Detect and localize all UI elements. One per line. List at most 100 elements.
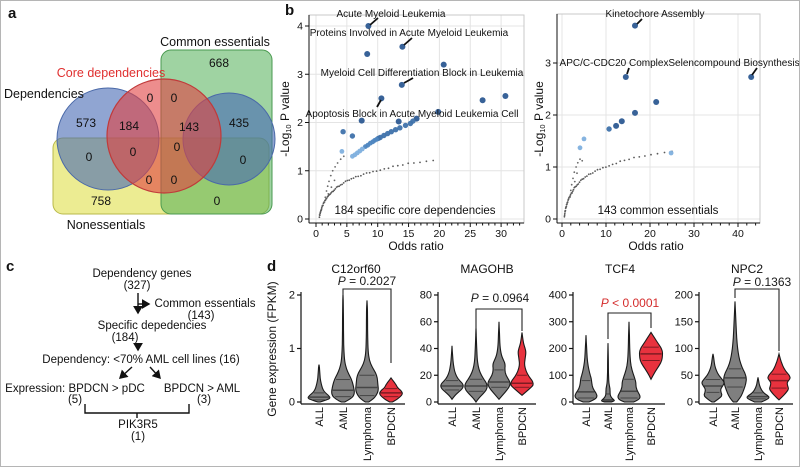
scatter-left: 0 5 10 15 20 25 30 0 1 2 3 4 -Log10 P value Odds rati…	[278, 9, 525, 253]
tick-label: 0	[559, 228, 565, 240]
background-point	[569, 189, 572, 192]
violin-plot-TCF4: 0 100 200 300 400 TCF4 P < 0.0001 ALL AML Lymphom…	[549, 262, 665, 461]
tick-label: 10	[372, 228, 384, 240]
violin-ALL	[307, 364, 331, 403]
background-point	[572, 188, 575, 191]
data-point	[395, 118, 402, 125]
venn-core-dependencies-shape	[106, 78, 222, 194]
x-axis-label: Odds ratio	[388, 239, 444, 253]
background-point	[365, 172, 368, 174]
tick-label: 2	[545, 110, 551, 122]
background-point	[396, 164, 399, 167]
background-point	[372, 170, 374, 173]
annotation-arrow	[403, 37, 413, 46]
annotation-label: Proteins Involved in Acute Myeloid Leuke…	[310, 28, 509, 39]
background-point	[331, 169, 334, 172]
data-point	[378, 95, 385, 102]
tick-label: 20	[644, 228, 656, 240]
flow-expression-bpdcn-pdc: Expression: BPDCN > pDC	[5, 383, 145, 395]
venn-zero-cell: 0	[147, 91, 154, 105]
background-point	[581, 159, 584, 162]
data-point	[399, 43, 406, 50]
background-point	[602, 166, 604, 169]
background-point	[579, 179, 582, 182]
background-point	[584, 176, 587, 178]
tick-label: 80	[420, 290, 432, 302]
panel-label-b: b	[285, 2, 295, 19]
p-value-label: P = 0.1363	[733, 275, 792, 289]
background-point	[563, 214, 566, 217]
venn-label-nonessentials: Nonessentials	[67, 218, 146, 232]
tick-label: 0	[297, 214, 303, 226]
flowchart-connectors	[84, 293, 190, 418]
y-axis-label: -Log10 P value	[278, 81, 293, 157]
category-label: AML	[338, 407, 350, 430]
flow-specific-dependencies-count: (184)	[111, 332, 139, 344]
data-point	[398, 81, 405, 88]
background-point	[325, 197, 328, 200]
background-point	[596, 168, 599, 171]
background-point	[332, 190, 335, 193]
background-point	[623, 159, 626, 162]
tick-label: 0	[545, 214, 551, 226]
background-point	[401, 164, 404, 166]
flow-dependency-genes-count: (327)	[123, 280, 151, 292]
venn-label-dependencies: Dependencies	[4, 87, 84, 101]
background-point	[336, 185, 339, 188]
background-point	[573, 180, 576, 183]
category-label: AML	[730, 407, 742, 430]
p-value-label: P < 0.0001	[601, 296, 660, 310]
violin-AML	[464, 328, 488, 403]
venn-zero-cell: 0	[146, 173, 153, 187]
category-label: ALL	[708, 407, 720, 427]
category-label: ALL	[447, 407, 459, 427]
background-point	[352, 177, 355, 180]
flow-common-essentials-count: (143)	[187, 310, 215, 322]
significance-bracket	[734, 288, 780, 351]
background-point	[605, 166, 607, 169]
background-point	[333, 179, 336, 182]
background-point	[615, 162, 618, 165]
flow-bpdcn-aml: BPDCN > AML	[163, 383, 241, 395]
x-axis-label: Odds ratio	[628, 239, 684, 253]
background-point	[575, 166, 577, 168]
tick-label: 1	[289, 343, 295, 355]
background-point	[339, 158, 342, 161]
background-point	[599, 168, 601, 171]
background-point	[594, 170, 596, 173]
plot-caption: 184 specific core dependencies	[334, 205, 495, 217]
venn-count-dependencies-common: 435	[229, 116, 249, 130]
violin-ALL	[574, 335, 598, 403]
background-point	[383, 168, 386, 170]
data-point	[364, 51, 371, 57]
flow-arrow-diag-right	[149, 366, 161, 380]
background-point	[341, 183, 343, 186]
venn-label-common-essentials: Common essentials	[160, 35, 270, 49]
flow-pik3r5-count: (1)	[130, 431, 146, 443]
venn-zero-cell: 0	[86, 150, 93, 164]
violin-plot-MAGOHB: 0 20 40 60 80 MAGOHB P = 0.0964 ALL AML Lymphoma B…	[420, 262, 536, 461]
background-point	[357, 175, 360, 178]
tick-label: 0	[289, 397, 295, 409]
violin-ALL	[701, 353, 725, 403]
data-point	[653, 99, 660, 105]
background-point	[330, 186, 333, 189]
tick-label: 20	[434, 228, 446, 240]
background-point	[608, 165, 610, 167]
significance-bracket	[475, 308, 523, 335]
background-point	[432, 159, 435, 162]
violin-AML	[601, 343, 615, 403]
venn-zero-cell: 0	[240, 153, 247, 167]
venn-zero-cell: 0	[174, 140, 181, 154]
background-point	[407, 162, 410, 165]
category-label: AML	[603, 407, 615, 430]
background-point	[571, 190, 574, 193]
background-point	[628, 158, 630, 161]
venn-count-nonessentials-only: 758	[91, 194, 111, 208]
venn-count-common-only: 668	[209, 56, 229, 70]
background-point	[419, 161, 421, 164]
data-point	[613, 122, 620, 129]
tick-label: 50	[681, 370, 693, 382]
tick-label: 3	[545, 58, 551, 70]
background-point	[324, 196, 327, 199]
